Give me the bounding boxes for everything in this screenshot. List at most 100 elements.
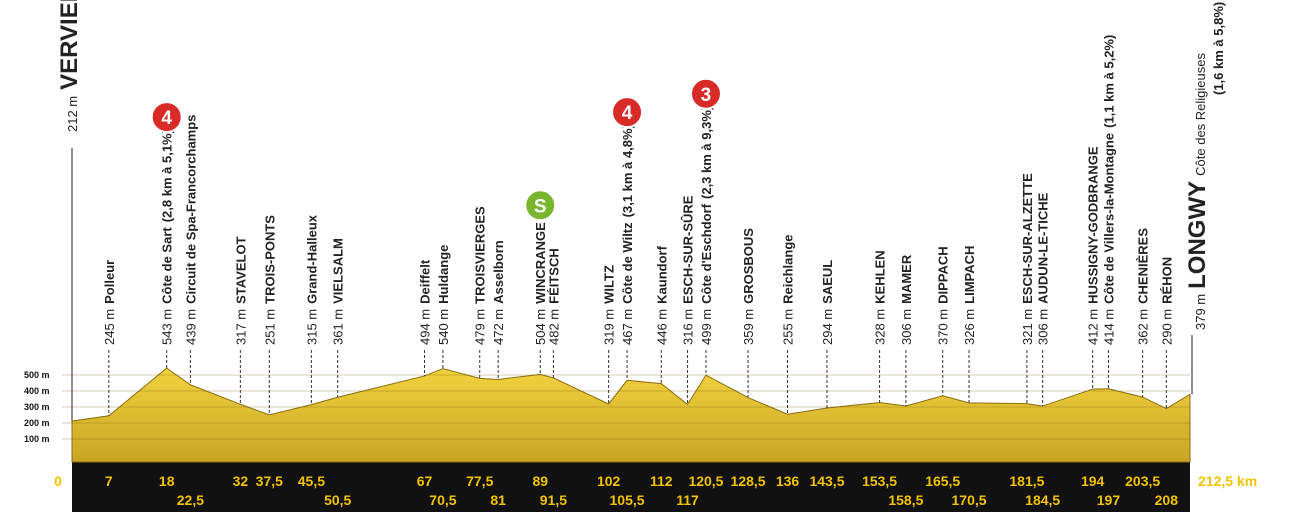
waypoint-name: TROIS-PONTS bbox=[262, 215, 277, 304]
waypoint-name: ESCH-SUR-ALZETTE bbox=[1020, 173, 1035, 304]
waypoint-label: 479 m TROISVIERGES bbox=[473, 206, 488, 345]
waypoint-label: 359 m GROSBOUS bbox=[741, 228, 756, 345]
km-band bbox=[72, 462, 1190, 512]
waypoint-label: 328 m KEHLEN bbox=[873, 250, 888, 345]
waypoint-name: AUDUN-LE-TICHE bbox=[1036, 192, 1051, 304]
elevation: 212 m bbox=[65, 96, 80, 132]
km-label: 81 bbox=[490, 492, 506, 508]
waypoint-label: 414 m Côte de Villers-la-Montagne (1,1 km … bbox=[1101, 35, 1116, 345]
elevation: 294 m bbox=[820, 309, 835, 345]
climb-detail: (1,1 km à 5,2%) bbox=[1101, 35, 1116, 128]
waypoint-name: Côte de Villers-la-Montagne bbox=[1101, 133, 1116, 304]
waypoint-name: MAMER bbox=[899, 254, 914, 304]
km-label: 208 bbox=[1155, 492, 1179, 508]
badge bbox=[611, 96, 644, 129]
elevation: 467 m bbox=[620, 309, 635, 345]
km-label: 120,5 bbox=[688, 473, 723, 489]
waypoint-name: Côte d'Eschdorf bbox=[699, 203, 714, 304]
elevation: 446 m bbox=[654, 309, 669, 345]
km-label: 170,5 bbox=[952, 492, 987, 508]
waypoint-label: 504 m WINCRANGE bbox=[533, 222, 548, 345]
km-label: 105,5 bbox=[610, 492, 645, 508]
elevation: 326 m bbox=[962, 309, 977, 345]
elevation: 306 m bbox=[899, 309, 914, 345]
waypoint-name: Reichlange bbox=[781, 235, 796, 304]
waypoint-name: TROISVIERGES bbox=[473, 206, 488, 304]
waypoint-label: 499 m Côte d'Eschdorf (2,3 km à 9,3%) bbox=[699, 106, 714, 345]
waypoint-label: 482 m FÉITSCH bbox=[546, 248, 561, 345]
km-label: 45,5 bbox=[298, 473, 325, 489]
km-label: 0 bbox=[54, 473, 62, 489]
waypoint-name: LIMPACH bbox=[962, 246, 977, 304]
elevation: 290 m bbox=[1159, 309, 1174, 345]
km-label: 136 bbox=[776, 473, 800, 489]
y-tick-label: 100 m bbox=[24, 434, 50, 444]
waypoint-name: Circuit de Spa-Francorchamps bbox=[183, 115, 198, 304]
detail: (1,6 km à 5,8%) bbox=[1211, 2, 1226, 95]
waypoint-label: 439 m Circuit de Spa-Francorchamps bbox=[183, 115, 198, 345]
elevation: 251 m bbox=[262, 309, 277, 345]
elevation: 379 m bbox=[1193, 294, 1208, 330]
waypoint-label: 251 m TROIS-PONTS bbox=[262, 215, 277, 345]
elevation: 328 m bbox=[873, 309, 888, 345]
waypoint-label: 255 m Reichlange bbox=[781, 235, 796, 346]
y-tick-label: 200 m bbox=[24, 418, 50, 428]
km-label: 70,5 bbox=[429, 492, 456, 508]
waypoint-name: ESCH-SUR-SÛRE bbox=[681, 195, 696, 304]
km-label: 143,5 bbox=[809, 473, 844, 489]
elevation: 504 m bbox=[533, 309, 548, 345]
km-label: 102 bbox=[597, 473, 621, 489]
elevation: 317 m bbox=[233, 309, 248, 345]
waypoint-label: 361 m VIELSALM bbox=[331, 238, 346, 345]
km-label: 18 bbox=[159, 473, 175, 489]
waypoint-name: Côte de Wiltz bbox=[620, 222, 635, 304]
elevation: 439 m bbox=[183, 309, 198, 345]
km-label: 212,5 km bbox=[1198, 473, 1257, 489]
badge bbox=[150, 101, 183, 134]
climb-detail: (2,8 km à 5,1%) bbox=[160, 129, 175, 222]
waypoint-label: 540 m Huldange bbox=[436, 245, 451, 345]
badge-label: 4 bbox=[622, 103, 633, 124]
km-label: 77,5 bbox=[466, 473, 493, 489]
waypoint-name: WILTZ bbox=[602, 265, 617, 304]
waypoint-name: Polleur bbox=[102, 260, 117, 304]
climb-detail: (2,3 km à 9,3%) bbox=[699, 106, 714, 199]
km-label: 194 bbox=[1081, 473, 1105, 489]
badge bbox=[689, 77, 722, 110]
elevation: 494 m bbox=[417, 309, 432, 345]
waypoint-name: Huldange bbox=[436, 245, 451, 304]
waypoint-name: STAVELOT bbox=[233, 236, 248, 303]
elevation: 359 m bbox=[741, 309, 756, 345]
km-label: 37,5 bbox=[256, 473, 283, 489]
elevation: 255 m bbox=[781, 309, 796, 345]
elevation: 315 m bbox=[304, 309, 319, 345]
waypoint-name: DIPPACH bbox=[936, 246, 951, 304]
elevation: 540 m bbox=[436, 309, 451, 345]
km-label: 181,5 bbox=[1009, 473, 1044, 489]
elevation: 482 m bbox=[546, 309, 561, 345]
km-label: 89 bbox=[532, 473, 548, 489]
waypoint-label: 467 m Côte de Wiltz (3,1 km à 4,8%) bbox=[620, 124, 635, 345]
km-label: 184,5 bbox=[1025, 492, 1060, 508]
waypoint-label: 362 m CHENIÈRES bbox=[1136, 228, 1151, 345]
waypoint-name: HUSSIGNY-GODBRANGE bbox=[1086, 146, 1101, 304]
waypoint-label: 370 m DIPPACH bbox=[936, 246, 951, 345]
waypoint-label: 290 m RÉHON bbox=[1159, 257, 1174, 345]
elevation: 361 m bbox=[331, 309, 346, 345]
elevation: 412 m bbox=[1086, 309, 1101, 345]
finish-climb-detail: (1,6 km à 5,8%) bbox=[1211, 2, 1226, 95]
waypoint-label: 321 m ESCH-SUR-ALZETTE bbox=[1020, 173, 1035, 345]
elevation: 370 m bbox=[936, 309, 951, 345]
waypoint-name: Côte de Sart bbox=[160, 227, 175, 304]
elevation: 479 m bbox=[473, 309, 488, 345]
elevation: 499 m bbox=[699, 309, 714, 345]
km-label: 203,5 bbox=[1125, 473, 1160, 489]
elevation: 306 m bbox=[1036, 309, 1051, 345]
waypoint-label: 294 m SAEUL bbox=[820, 260, 835, 345]
waypoint-label: 472 m Asselborn bbox=[491, 240, 506, 345]
waypoint-label: 316 m ESCH-SUR-SÛRE bbox=[681, 195, 696, 345]
profile-area bbox=[71, 367, 1191, 463]
badge-label: 4 bbox=[161, 108, 172, 129]
waypoint-label: 326 m LIMPACH bbox=[962, 246, 977, 345]
